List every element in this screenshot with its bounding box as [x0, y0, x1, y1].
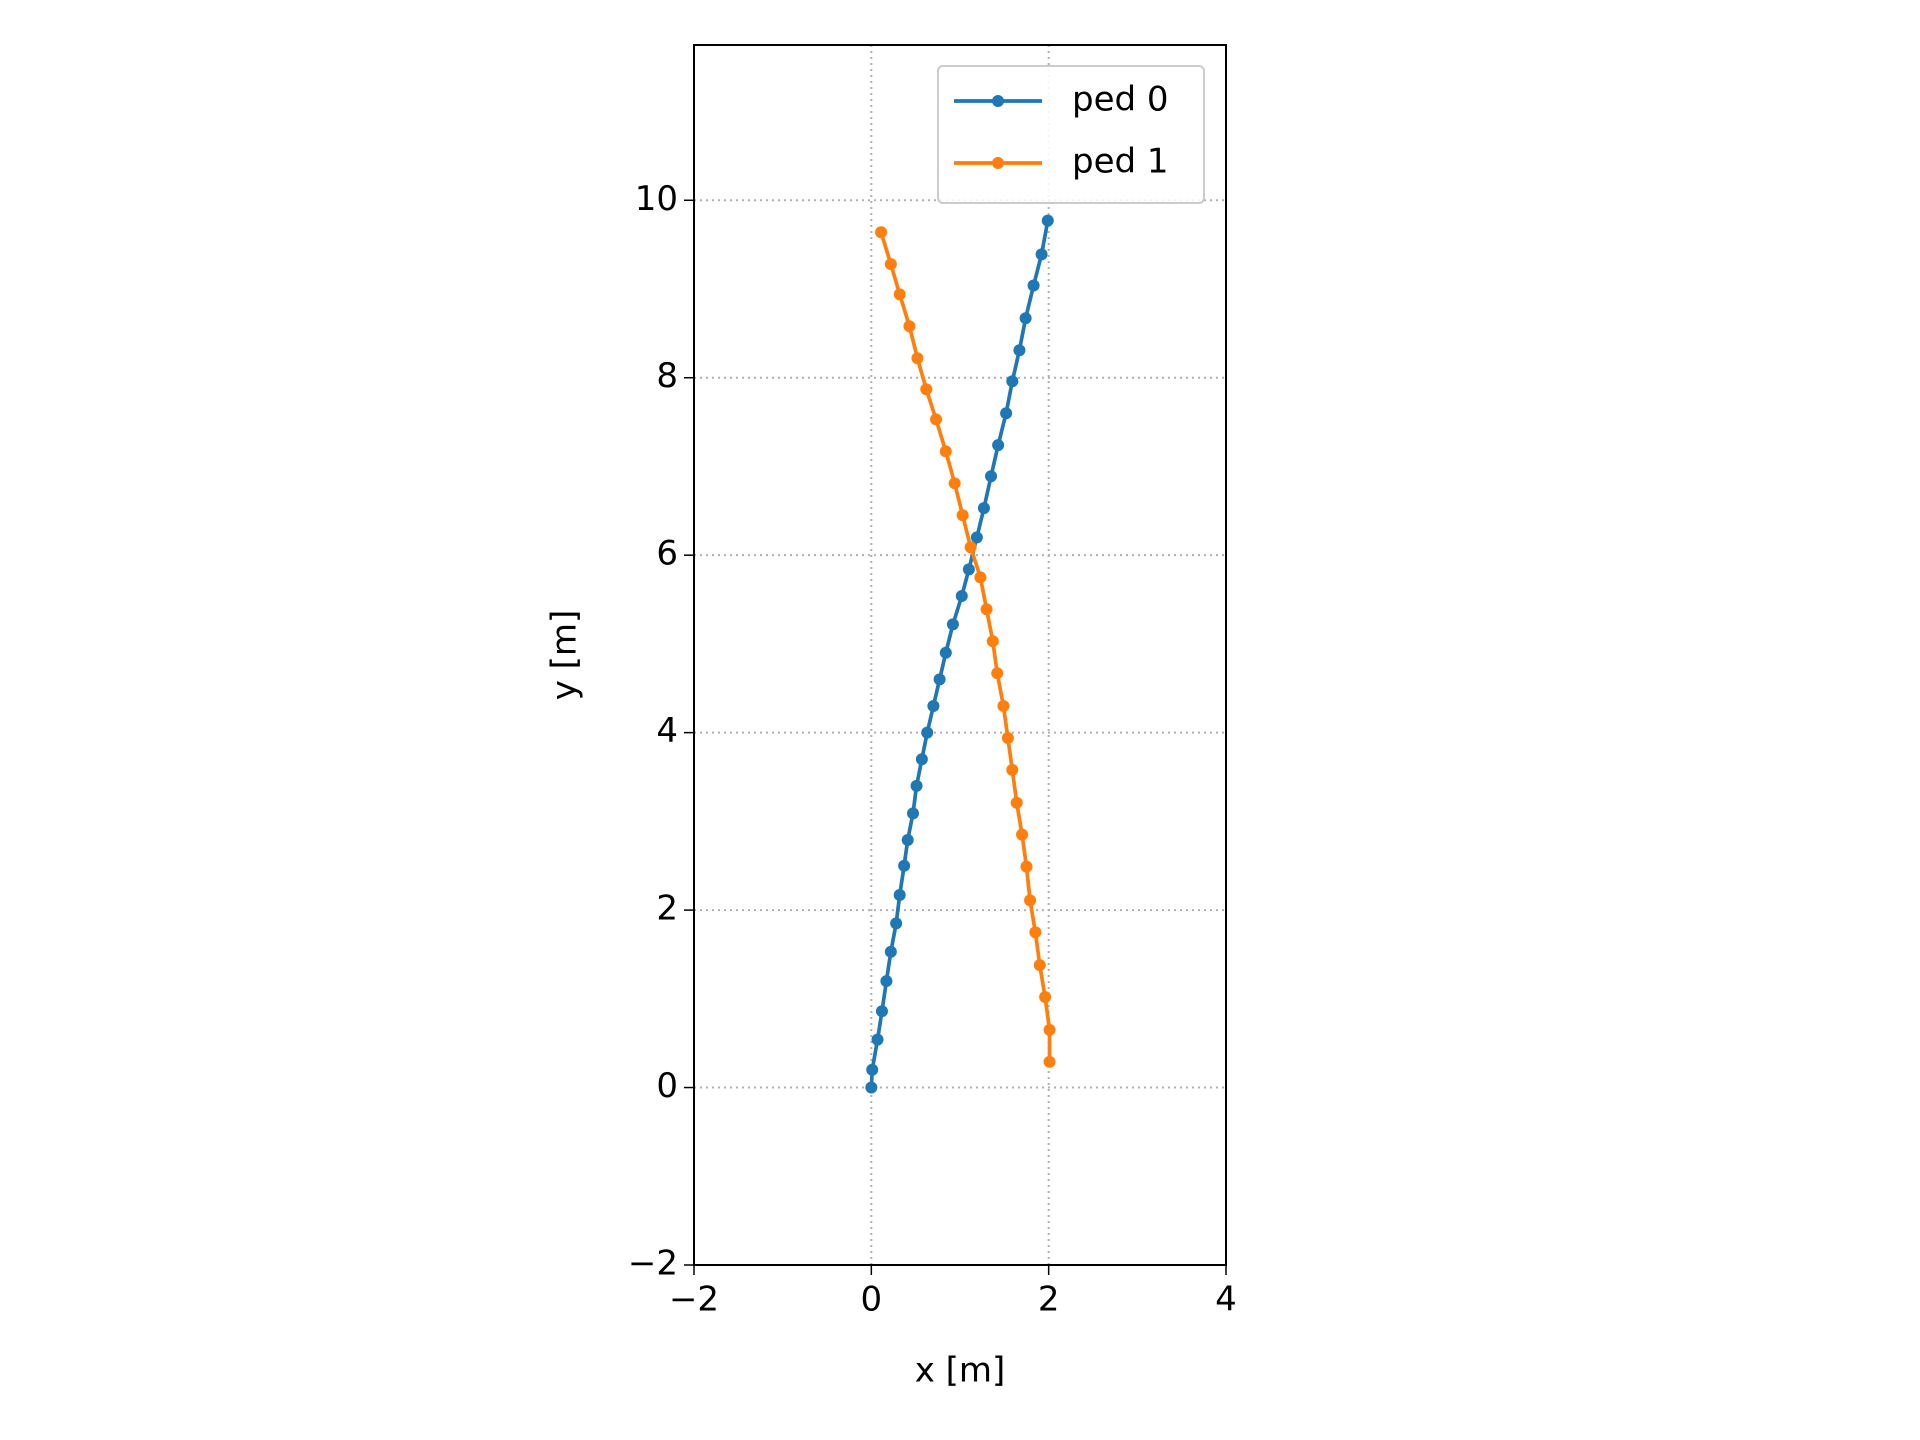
point — [871, 1033, 884, 1046]
point — [1033, 959, 1046, 972]
point — [1043, 1055, 1056, 1068]
point — [1006, 375, 1019, 388]
point — [865, 1081, 878, 1094]
point — [980, 603, 993, 616]
x-tick-label: 0 — [861, 1280, 883, 1320]
y-tick-label: 6 — [656, 534, 678, 574]
point — [875, 1005, 888, 1018]
legend-label: ped 1 — [1072, 142, 1169, 182]
point — [884, 945, 897, 958]
point — [946, 618, 959, 631]
point — [927, 700, 940, 713]
x-tick-label: 4 — [1215, 1280, 1237, 1320]
y-tick-label: 8 — [656, 356, 678, 396]
point — [910, 779, 923, 792]
point — [1041, 214, 1054, 227]
point — [890, 917, 903, 930]
y-axis-label: y [m] — [545, 610, 585, 701]
point — [875, 226, 888, 239]
point — [893, 288, 906, 301]
legend: ped 0 ped 1 — [937, 65, 1205, 204]
point — [986, 635, 999, 648]
point — [991, 667, 1004, 680]
point — [898, 859, 911, 872]
point — [1027, 279, 1040, 292]
point — [977, 502, 990, 515]
point — [1001, 731, 1014, 744]
point — [1039, 991, 1052, 1004]
point — [1019, 312, 1032, 325]
point — [970, 531, 983, 544]
y-tick-label: 10 — [635, 179, 678, 219]
point — [903, 320, 916, 333]
point — [974, 571, 987, 584]
point — [1029, 926, 1042, 939]
point — [985, 470, 998, 483]
series-line — [879, 231, 1052, 1062]
y-tick-label: 2 — [656, 889, 678, 929]
point — [1043, 1023, 1056, 1036]
x-axis-label: x [m] — [915, 1351, 1006, 1391]
point — [1016, 828, 1029, 841]
point — [939, 646, 952, 659]
point — [956, 509, 969, 522]
point — [880, 975, 893, 988]
y-tick-label: 4 — [656, 711, 678, 751]
point — [1006, 763, 1019, 776]
point — [1020, 860, 1033, 873]
point — [930, 413, 943, 426]
point — [964, 541, 977, 554]
point — [1035, 248, 1048, 261]
point — [955, 589, 968, 602]
plot-frame — [693, 44, 1227, 1266]
x-tick-label: 2 — [1038, 1280, 1060, 1320]
y-tick-label: −2 — [628, 1244, 678, 1284]
point — [901, 833, 914, 846]
point — [1000, 407, 1013, 420]
point — [884, 258, 897, 271]
point — [933, 673, 946, 686]
point — [920, 383, 933, 396]
point — [911, 352, 924, 365]
point — [962, 563, 975, 576]
point — [939, 445, 952, 458]
point — [992, 439, 1005, 452]
point — [1024, 894, 1037, 907]
point — [907, 807, 920, 820]
point — [1010, 796, 1023, 809]
point — [997, 700, 1010, 713]
legend-label: ped 0 — [1072, 80, 1169, 120]
x-tick-label: −2 — [669, 1280, 719, 1320]
legend-marker — [992, 95, 1004, 107]
legend-marker — [992, 157, 1004, 169]
point — [1013, 344, 1026, 357]
point — [866, 1063, 879, 1076]
y-tick-label: 0 — [656, 1066, 678, 1106]
point — [921, 726, 934, 739]
point — [948, 477, 961, 490]
point — [915, 753, 928, 766]
point — [893, 889, 906, 902]
